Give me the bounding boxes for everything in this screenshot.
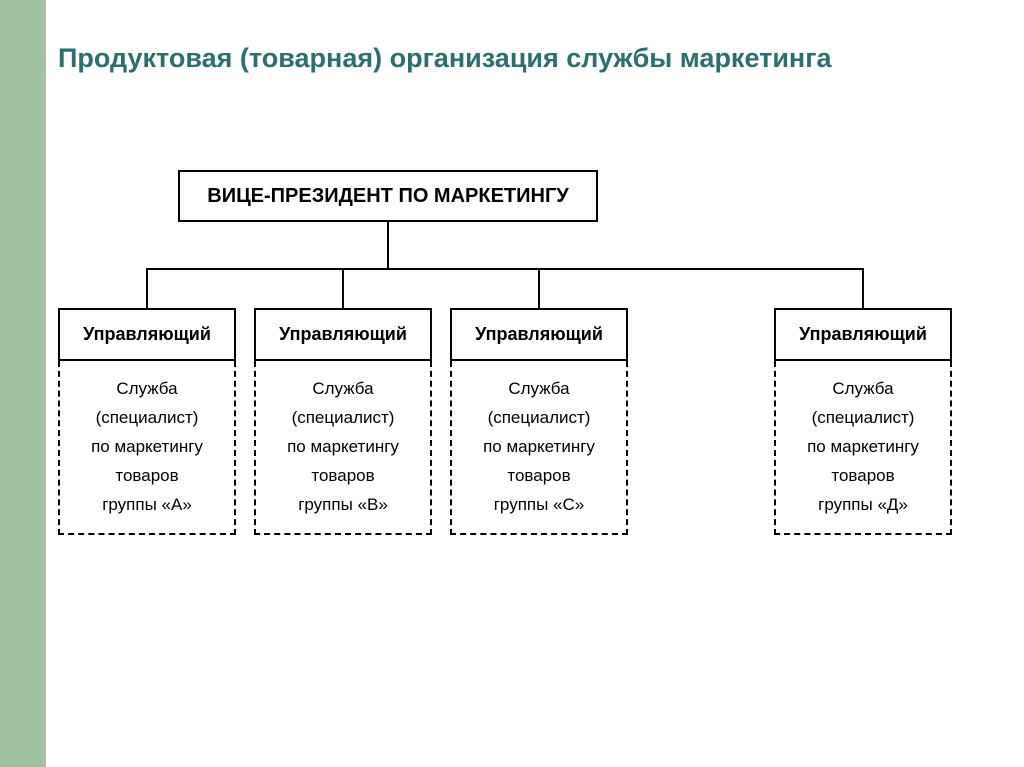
child-node: УправляющийСлужба(специалист)по маркетин… [58,308,236,535]
child-node: УправляющийСлужба(специалист)по маркетин… [254,308,432,535]
child-node: УправляющийСлужба(специалист)по маркетин… [450,308,628,535]
slide-title: Продуктовая (товарная) организация служб… [58,42,832,76]
org-chart: ВИЦЕ-ПРЕЗИДЕНТ ПО МАРКЕТИНГУ Управляющий… [58,140,966,700]
child-body: Служба(специалист)по маркетингутоваровгр… [774,361,952,535]
root-label: ВИЦЕ-ПРЕЗИДЕНТ ПО МАРКЕТИНГУ [207,185,568,208]
child-title: Управляющий [450,308,628,361]
child-title: Управляющий [774,308,952,361]
child-title: Управляющий [254,308,432,361]
child-body: Служба(специалист)по маркетингутоваровгр… [254,361,432,535]
child-node: УправляющийСлужба(специалист)по маркетин… [774,308,952,535]
accent-sidebar [0,0,46,767]
child-body: Служба(специалист)по маркетингутоваровгр… [450,361,628,535]
child-body: Служба(специалист)по маркетингутоваровгр… [58,361,236,535]
child-title: Управляющий [58,308,236,361]
root-node: ВИЦЕ-ПРЕЗИДЕНТ ПО МАРКЕТИНГУ [178,170,598,222]
